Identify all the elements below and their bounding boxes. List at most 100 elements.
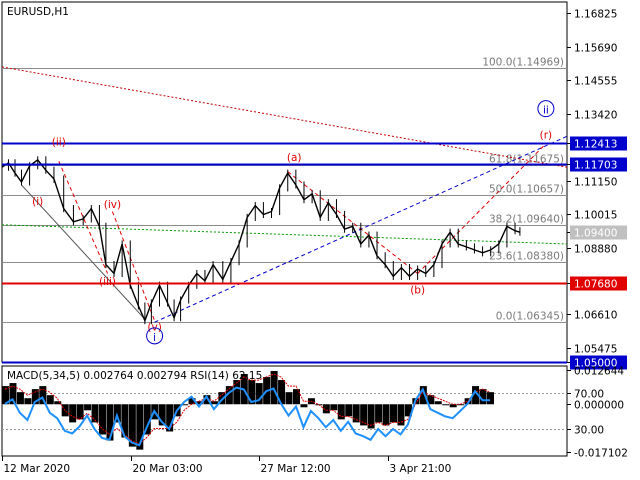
trend-line <box>58 161 108 274</box>
wave-label: (ii) <box>52 137 66 149</box>
macd-histogram-bar <box>76 404 84 420</box>
price-tag-label: 1.09400 <box>574 228 617 240</box>
macd-histogram-bar <box>285 392 293 405</box>
macd-histogram-bar <box>31 389 39 405</box>
price-tag <box>570 276 627 291</box>
macd-histogram-bar <box>61 404 69 417</box>
macd-histogram-bar <box>210 401 218 405</box>
macd-histogram-bar <box>322 404 330 414</box>
time-tick-label: 20 Mar 03:00 <box>133 463 203 475</box>
elliott-wave-labels: (i)(ii)(iii)(iv)(v)i(a)(b)(r)ii <box>32 100 555 345</box>
price-tag-label: 1.12413 <box>574 139 617 151</box>
trend-line <box>111 211 156 321</box>
wave-label: (b) <box>410 285 425 297</box>
macd-histogram-bar <box>404 404 412 417</box>
wave-circle <box>537 100 555 118</box>
price-tick-label: 1.11150 <box>574 177 617 189</box>
macd-histogram-bar <box>360 404 368 426</box>
macd-histogram-bar <box>166 404 174 432</box>
macd-histogram-bar <box>233 380 241 405</box>
macd-histogram-bar <box>143 404 151 435</box>
wave-label: i <box>153 332 156 344</box>
price-tick-label: 1.05475 <box>574 344 617 356</box>
macd-histogram-bar <box>113 404 121 423</box>
macd-signal-line <box>4 373 491 445</box>
macd-histogram-bar <box>472 386 480 405</box>
macd-histogram-bar <box>84 404 92 411</box>
macd-histogram-bar <box>46 395 54 405</box>
indicator-pane: MACD(5,34,5) 0.002764 0.002794 RSI(14) 6… <box>1 365 568 457</box>
price-tag <box>570 157 627 172</box>
macd-histogram-bar <box>196 401 203 405</box>
price-tick-label: 1.14555 <box>574 76 617 88</box>
symbol-label: EURUSD,H1 <box>7 6 69 18</box>
macd-histogram-bar <box>203 395 211 405</box>
price-tick-label: 1.10015 <box>574 210 617 222</box>
indicator-label: MACD(5,34,5) 0.002764 0.002794 RSI(14) 6… <box>7 370 262 382</box>
price-series <box>1 156 521 325</box>
price-axis: 1.16825 1.15690 1.14555 1.13420 1.12413 1.117… <box>567 9 627 370</box>
price-pane: 100.0(1.14969)61.8(1.11675)50.0(1.10657)… <box>1 1 568 364</box>
horizontal-levels <box>2 142 567 364</box>
time-tick-label: 3 Apr 21:00 <box>390 463 452 475</box>
macd-histogram-bar <box>121 404 129 438</box>
macd-histogram-bar <box>427 395 435 405</box>
macd-histogram-bar <box>188 398 196 405</box>
fib-label: 0.0(1.06345) <box>496 311 564 323</box>
macd-histogram-bar <box>487 392 494 405</box>
wave-label: (a) <box>287 152 302 164</box>
macd-histogram-bar <box>128 404 136 447</box>
price-tick-label: 1.16825 <box>574 9 617 21</box>
macd-histogram-bar <box>91 404 99 423</box>
wave-label: ii <box>543 105 549 117</box>
macd-histogram-bar <box>449 404 457 408</box>
macd-histogram-bar <box>9 383 17 405</box>
macd-histogram-bar <box>24 398 32 405</box>
macd-histogram-bar <box>54 401 62 405</box>
fibonacci-levels: 100.0(1.14969)61.8(1.11675)50.0(1.10657)… <box>2 57 567 323</box>
indicator-tick-label: 70.00 <box>574 389 604 401</box>
price-tick-label: 1.15690 <box>574 43 617 55</box>
macd-histogram-bar <box>397 404 405 426</box>
time-tick-label: 27 Mar 12:00 <box>261 463 331 475</box>
macd-histogram-bar <box>352 404 360 423</box>
macd-histogram-bar <box>390 404 397 423</box>
macd-histogram-bar <box>218 392 226 405</box>
fib-label: 38.2(1.09640) <box>489 214 564 226</box>
price-tag <box>570 355 627 370</box>
macd-histogram-bar <box>2 386 9 405</box>
macd-histogram-bar <box>479 389 487 405</box>
indicator-tick-label: 0.000000 <box>574 400 624 412</box>
time-axis: 12 Mar 2020 20 Mar 03:00 27 Mar 12:00 3 Apr… <box>2 456 452 475</box>
price-line <box>1 158 521 323</box>
macd-histogram-bar <box>337 404 345 420</box>
indicator-tick-label: -0.017102 <box>574 448 628 460</box>
macd-histogram-bar <box>99 404 106 435</box>
price-tick-label: 1.13420 <box>574 110 617 122</box>
rsi-line <box>4 386 490 447</box>
wave-label: (iii) <box>99 276 116 288</box>
price-tag-label: 1.07680 <box>574 279 617 291</box>
wave-label: (r) <box>540 130 553 142</box>
macd-histogram-bar <box>382 404 390 426</box>
wave-label: (i) <box>32 196 43 208</box>
macd-histogram-bar <box>248 380 256 405</box>
macd-histogram-bar <box>293 389 300 405</box>
time-tick-label: 12 Mar 2020 <box>4 463 71 475</box>
macd-histogram-bar <box>457 404 465 406</box>
macd-histogram-bar <box>39 386 47 405</box>
indicator-axis: 0.012644 70.000.000000 30.00 -0.017102 <box>567 366 628 460</box>
macd-histogram-bar <box>69 404 77 423</box>
macd-histogram-bar <box>375 404 383 423</box>
macd-histogram-bar <box>16 392 24 405</box>
wave-label: (iv) <box>104 199 121 211</box>
macd-histogram-bar <box>136 404 144 450</box>
wave-circle <box>146 327 164 345</box>
indicator-pane-frame <box>1 365 568 457</box>
price-tag-label: 1.11703 <box>574 160 617 172</box>
macd-histogram-bar <box>434 401 442 405</box>
macd-histogram-bar <box>158 404 166 426</box>
price-tag-label: 1.05000 <box>574 358 617 370</box>
price-tick-label: 1.08880 <box>574 244 617 256</box>
